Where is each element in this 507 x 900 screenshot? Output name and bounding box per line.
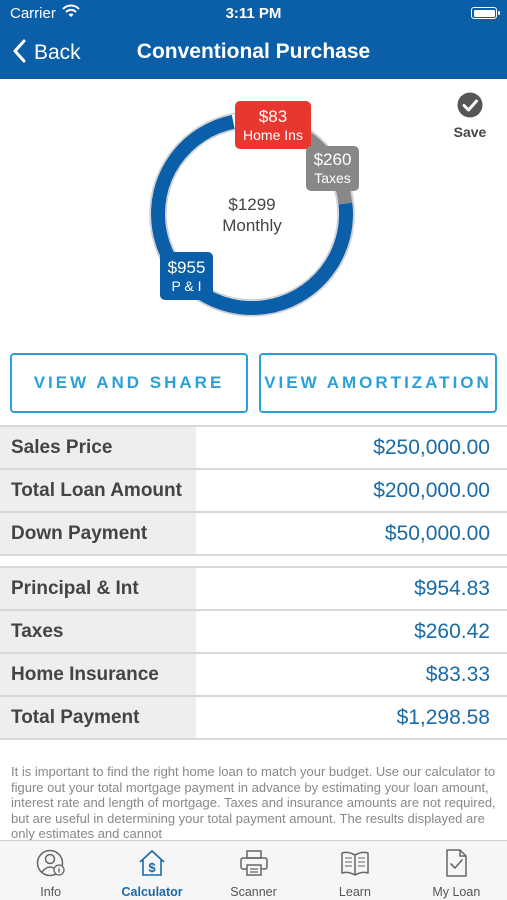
table-row: Sales Price $250,000.00	[0, 425, 507, 468]
view-amortization-button[interactable]: VIEW AMORTIZATION	[259, 353, 497, 413]
save-label: Save	[453, 124, 487, 140]
tab-bar: Info $ Calculator Scanner	[0, 840, 507, 900]
person-info-icon	[36, 841, 66, 882]
payment-donut-chart: $1299 Monthly $83 Home Ins $260 Taxes $9…	[140, 100, 380, 330]
disclaimer-text: It is important to find the right home l…	[11, 764, 496, 840]
tab-scanner[interactable]: Scanner	[203, 841, 304, 900]
back-label: Back	[34, 41, 81, 64]
row-value: $200,000.00	[373, 478, 490, 502]
open-book-icon	[340, 841, 370, 882]
row-label: Down Payment	[0, 513, 196, 554]
tab-label: Learn	[338, 885, 371, 899]
pi-tag-label: P & I	[171, 278, 201, 294]
table-row: Total Payment $1,298.58	[0, 695, 507, 740]
row-value: $1,298.58	[396, 705, 490, 729]
tab-label: My Loan	[432, 885, 481, 899]
loan-summary-table: Sales Price $250,000.00 Total Loan Amoun…	[0, 425, 507, 556]
row-label: Home Insurance	[0, 654, 196, 695]
table-row: Principal & Int $954.83	[0, 566, 507, 609]
status-time: 3:11 PM	[225, 5, 282, 22]
wifi-icon	[62, 4, 80, 23]
pi-tag: $955 P & I	[160, 252, 213, 300]
tab-info[interactable]: Info	[0, 841, 101, 900]
taxes-tag-label: Taxes	[314, 170, 351, 186]
row-label: Principal & Int	[0, 568, 196, 609]
checkmark-circle-icon	[457, 92, 483, 122]
carrier-label: Carrier	[10, 5, 56, 22]
battery-icon	[471, 7, 500, 19]
row-value: $50,000.00	[384, 521, 490, 545]
view-and-share-button[interactable]: VIEW AND SHARE	[10, 353, 248, 413]
pi-tag-value: $955	[168, 258, 206, 277]
row-label: Total Loan Amount	[0, 470, 196, 511]
home-ins-tag-label: Home Ins	[243, 127, 303, 143]
row-label: Sales Price	[0, 427, 196, 468]
chart-center-label: Monthly	[222, 216, 282, 235]
printer-icon	[239, 841, 269, 882]
table-row: Down Payment $50,000.00	[0, 511, 507, 556]
row-label: Total Payment	[0, 697, 196, 738]
taxes-tag: $260 Taxes	[306, 146, 359, 191]
save-button[interactable]: Save	[448, 92, 492, 140]
tab-label: Calculator	[121, 885, 183, 899]
tab-my-loan[interactable]: My Loan	[406, 841, 507, 900]
row-value: $250,000.00	[373, 435, 490, 459]
document-check-icon	[441, 841, 471, 882]
payment-breakdown-table: Principal & Int $954.83 Taxes $260.42 Ho…	[0, 566, 507, 740]
table-row: Home Insurance $83.33	[0, 652, 507, 695]
table-row: Total Loan Amount $200,000.00	[0, 468, 507, 511]
row-label: Taxes	[0, 611, 196, 652]
tab-calculator[interactable]: $ Calculator	[101, 841, 202, 900]
tab-learn[interactable]: Learn	[304, 841, 405, 900]
house-dollar-icon: $	[137, 841, 167, 882]
back-button[interactable]: Back	[12, 30, 81, 76]
home-ins-tag-value: $83	[259, 107, 287, 126]
row-value: $83.33	[425, 662, 490, 686]
row-value: $260.42	[414, 619, 490, 643]
status-bar: Carrier 3:11 PM	[0, 0, 507, 30]
taxes-tag-value: $260	[314, 150, 352, 169]
chevron-left-icon	[12, 39, 26, 68]
home-ins-tag: $83 Home Ins	[235, 101, 311, 149]
tab-label: Info	[40, 885, 62, 899]
svg-text:$: $	[148, 860, 156, 875]
chart-center-amount: $1299	[228, 195, 275, 214]
tab-label: Scanner	[230, 885, 277, 899]
navigation-bar: Back Conventional Purchase	[0, 30, 507, 79]
table-row: Taxes $260.42	[0, 609, 507, 652]
row-value: $954.83	[414, 576, 490, 600]
